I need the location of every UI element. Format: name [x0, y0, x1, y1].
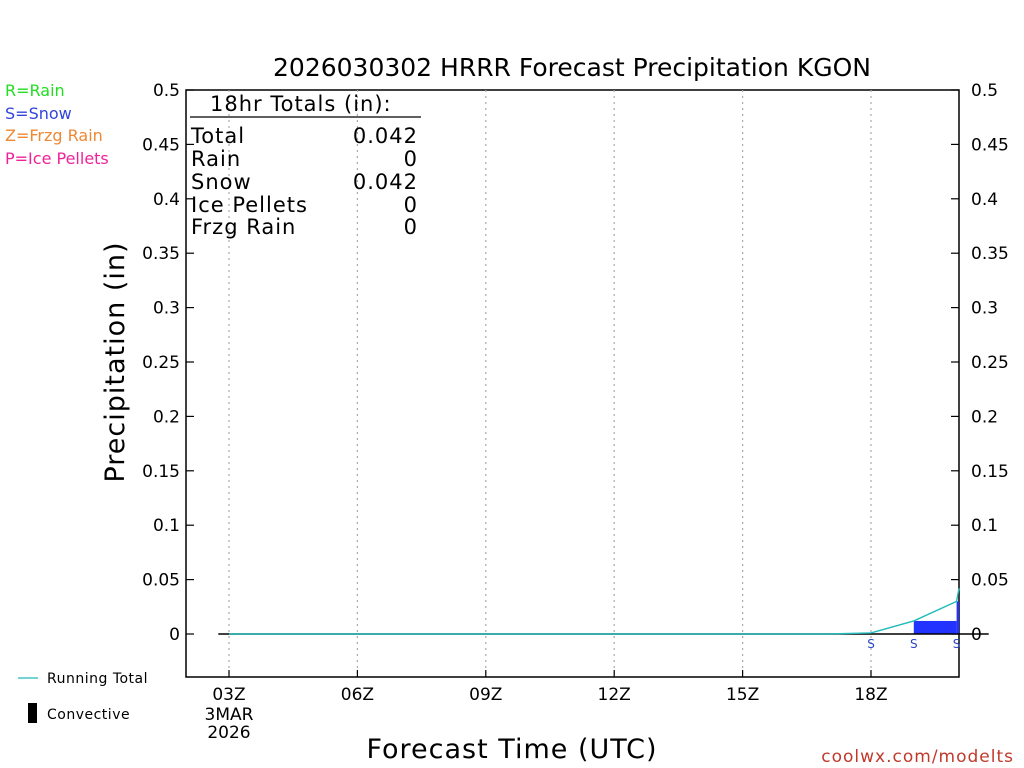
- y-tick-label-left-10: 0.5: [153, 81, 180, 101]
- precip-type-legend: R=Rain S=Snow Z=Frzg Rain P=Ice Pellets: [5, 81, 109, 168]
- y-tick-label-left-4: 0.2: [153, 407, 180, 427]
- y-tick-label-right-7: 0.35: [971, 244, 1009, 264]
- x-tick-label-18Z: 18Z: [854, 685, 887, 705]
- ptype-label-0: S: [867, 637, 875, 651]
- y-tick-label-right-4: 0.2: [971, 407, 998, 427]
- legend-rain: R=Rain: [5, 81, 65, 100]
- y-tick-label-right-10: 0.5: [971, 81, 998, 101]
- y-tick-label-left-7: 0.35: [142, 244, 180, 264]
- x-tick-label-03Z: 03Z: [212, 685, 245, 705]
- vertical-grid: [228, 90, 872, 677]
- totals-label-snow: Snow: [191, 170, 252, 194]
- totals-label-total: Total: [190, 124, 245, 148]
- x-tick-sublabel-0: 3MAR: [205, 705, 254, 725]
- y-tick-label-right-9: 0.45: [971, 135, 1009, 155]
- y-tick-label-left-6: 0.3: [153, 299, 180, 319]
- credit-link[interactable]: coolwx.com/modelts: [821, 747, 1014, 767]
- y-tick-label-left-5: 0.25: [142, 353, 180, 373]
- y-tick-label-left-8: 0.4: [153, 190, 180, 210]
- precip-bar-1: [956, 601, 959, 634]
- x-tick-sublabel-1: 2026: [207, 723, 250, 743]
- totals-label-rain: Rain: [191, 147, 241, 171]
- y-axis-left: 0 0.05 0.1 0.15 0.2 0.25 0.3 0.35 0.4 0.45 0.5: [142, 81, 194, 645]
- y-tick-label-left-3: 0.15: [142, 462, 180, 482]
- totals-value-ice-pellets: 0: [404, 193, 418, 217]
- convective-swatch: [28, 703, 37, 723]
- totals-label-freezing-rain: Frzg Rain: [191, 215, 296, 239]
- y-axis-label: Precipitation (in): [100, 241, 131, 482]
- precip-bar-0: [913, 620, 957, 634]
- x-axis-label: Forecast Time (UTC): [366, 734, 657, 765]
- plot-area: [185, 89, 960, 678]
- legend-convective: Convective: [47, 707, 130, 723]
- series-legend: Running Total Convective: [18, 671, 148, 723]
- running-total-line: [229, 588, 960, 635]
- totals-value-rain: 0: [404, 147, 418, 171]
- totals-box: 18hr Totals (in): Total 0.042 Rain 0 Sno…: [190, 92, 421, 239]
- y-tick-label-right-3: 0.15: [971, 462, 1009, 482]
- x-tick-label-09Z: 09Z: [469, 685, 502, 705]
- precip-lines: [218, 588, 989, 635]
- plot-border: [185, 89, 960, 678]
- x-tick-label-06Z: 06Z: [341, 685, 374, 705]
- ptype-label-1: S: [910, 637, 918, 651]
- y-tick-label-right-5: 0.25: [971, 353, 1009, 373]
- legend-running-total: Running Total: [47, 671, 148, 687]
- x-tick-label-12Z: 12Z: [598, 685, 631, 705]
- x-tick-label-15Z: 15Z: [726, 685, 759, 705]
- totals-header: 18hr Totals (in):: [210, 92, 392, 116]
- y-tick-label-right-1: 0.05: [971, 571, 1009, 591]
- totals-label-ice-pellets: Ice Pellets: [191, 193, 308, 217]
- y-tick-label-right-0: 0: [971, 625, 982, 645]
- legend-ice-pellets: P=Ice Pellets: [5, 149, 109, 168]
- ptype-label-2: S: [953, 637, 961, 651]
- totals-value-snow: 0.042: [353, 170, 418, 194]
- chart-title: 2026030302 HRRR Forecast Precipitation K…: [273, 53, 871, 82]
- y-tick-label-left-9: 0.45: [142, 135, 180, 155]
- y-axis-right: 0 0.05 0.1 0.15 0.2 0.25 0.3 0.35 0.4 0.45 0.5: [951, 81, 1009, 645]
- totals-value-total: 0.042: [353, 124, 418, 148]
- y-tick-label-left-0: 0: [169, 625, 180, 645]
- y-tick-label-left-1: 0.05: [142, 571, 180, 591]
- y-tick-label-left-2: 0.1: [153, 516, 180, 536]
- precip-bars: [913, 601, 959, 634]
- legend-freezing-rain: Z=Frzg Rain: [5, 126, 103, 145]
- legend-snow: S=Snow: [5, 104, 72, 123]
- y-tick-label-right-6: 0.3: [971, 299, 998, 319]
- totals-value-freezing-rain: 0: [404, 215, 418, 239]
- y-tick-label-right-2: 0.1: [971, 516, 998, 536]
- y-tick-label-right-8: 0.4: [971, 190, 998, 210]
